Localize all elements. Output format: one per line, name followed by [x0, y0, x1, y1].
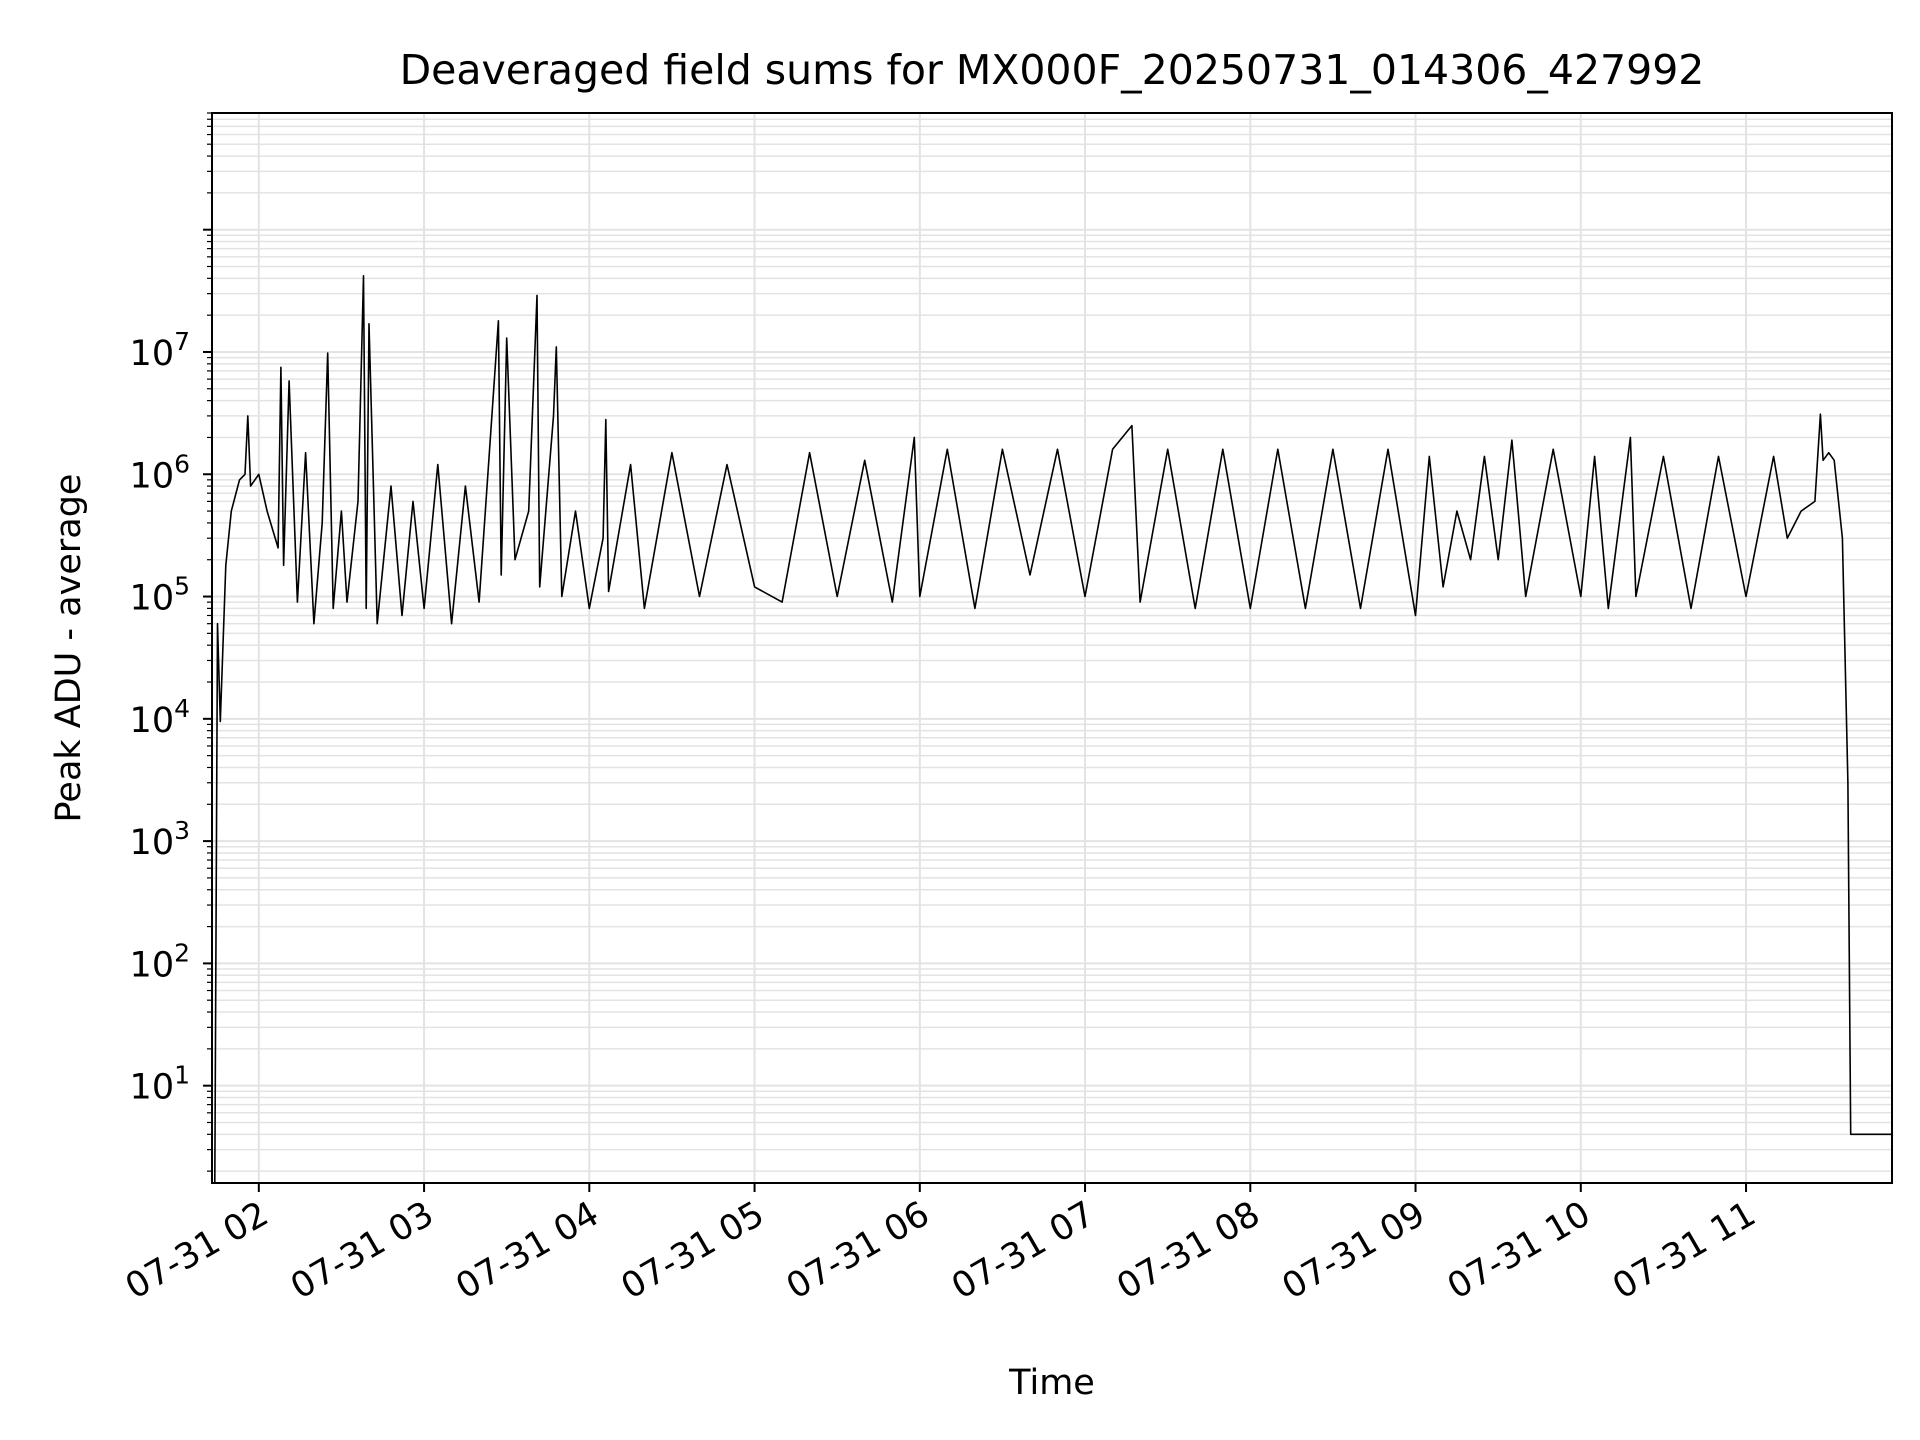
chart-title: Deaveraged field sums for MX000F_2025073… — [400, 46, 1705, 94]
series-line — [212, 275, 1892, 1184]
y-tick-label: 103 — [130, 816, 190, 863]
series-layer — [212, 275, 1892, 1184]
y-tick-label: 104 — [130, 694, 190, 741]
y-axis-label: Peak ADU - average — [49, 474, 89, 823]
plot-frame — [211, 112, 1893, 1184]
y-tick-label: 105 — [130, 572, 190, 619]
y-tick-label: 101 — [130, 1061, 190, 1108]
y-tick-label: 107 — [130, 327, 190, 374]
x-axis-label: Time — [1008, 1363, 1095, 1403]
y-tick-label: 106 — [130, 449, 190, 496]
y-tick-label: 102 — [130, 938, 190, 985]
y-axis: 101 102 103 104 105 106 107 — [130, 112, 212, 1172]
grid-layer — [212, 112, 1892, 1183]
